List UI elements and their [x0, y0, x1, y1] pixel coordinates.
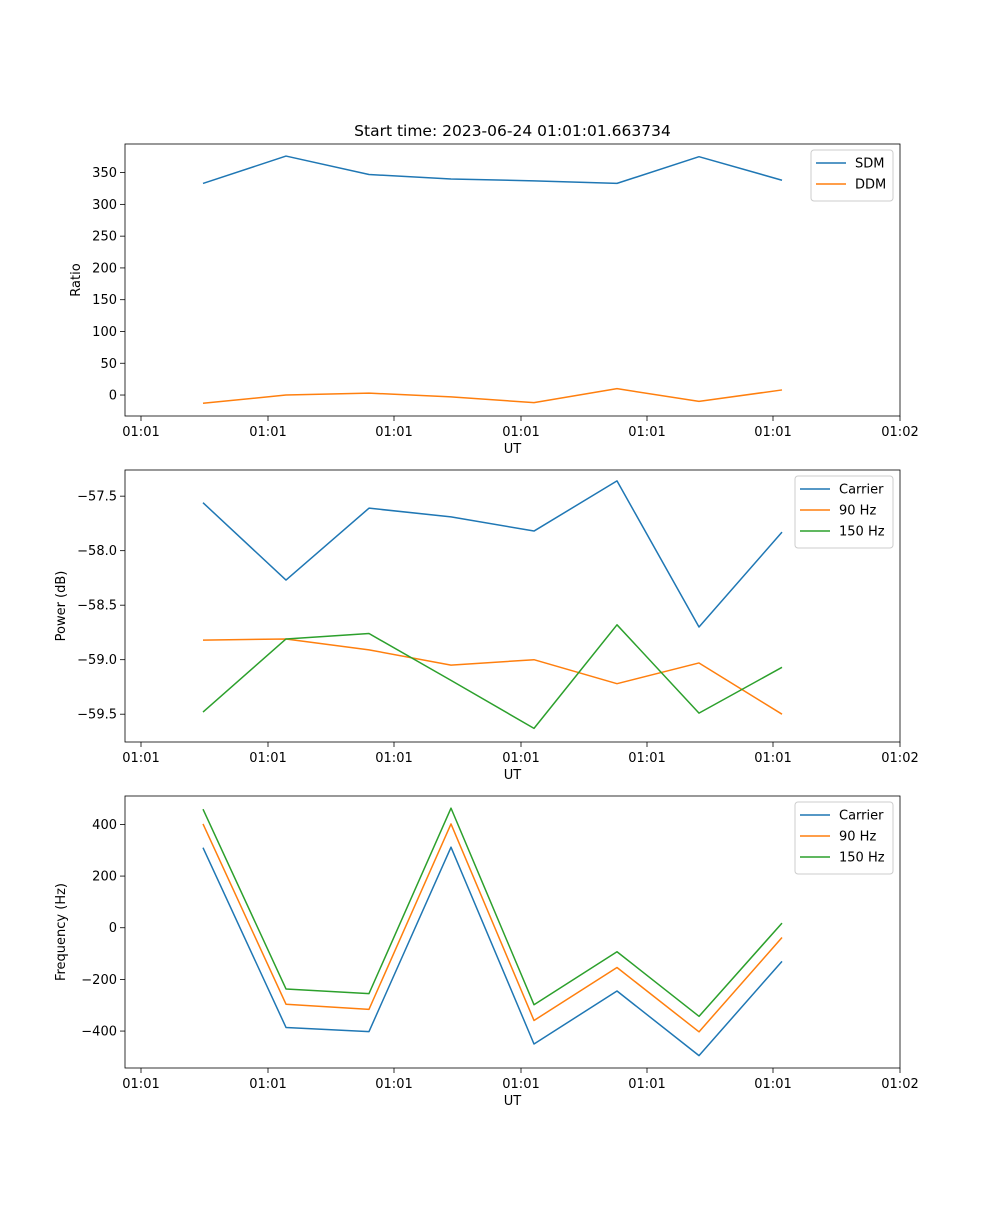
- x-axis-label: UT: [504, 1094, 522, 1109]
- x-tick-label: 01:01: [122, 425, 159, 440]
- chart-panel-1: 01:01 01:01 01:01 01:01 01:01 01:01 01:02 0 50 10…: [69, 143, 919, 457]
- legend-label: Carrier: [839, 809, 884, 824]
- y-tick-label: −400: [81, 1025, 117, 1040]
- series-line-150-hz: [202, 624, 783, 730]
- legend-label: 150 Hz: [839, 851, 885, 866]
- series-line-carrier: [202, 480, 783, 628]
- y-tick-label: 200: [92, 261, 117, 276]
- legend-label: Carrier: [839, 483, 884, 498]
- x-tick-label: 01:01: [502, 1077, 539, 1092]
- series-line-90-hz: [202, 823, 783, 1033]
- x-tick-label: 01:01: [754, 751, 791, 766]
- x-tick-label: 01:01: [375, 1077, 412, 1092]
- x-axis-label: UT: [504, 442, 522, 457]
- series-line-carrier: [202, 846, 783, 1057]
- x-tick-label: 01:01: [122, 751, 159, 766]
- y-tick-label: −200: [81, 973, 117, 988]
- y-tick-label: 400: [92, 818, 117, 833]
- y-tick-label: −58.5: [77, 599, 117, 614]
- x-tick-label: 01:01: [375, 425, 412, 440]
- legend-label: 90 Hz: [839, 830, 876, 845]
- legend-label: DDM: [855, 178, 886, 193]
- y-tick-label: −59.5: [77, 708, 117, 723]
- x-tick-label: 01:01: [375, 751, 412, 766]
- legend: SDM DDM: [810, 149, 894, 202]
- x-tick-label: 01:01: [628, 751, 665, 766]
- series-line-sdm: [202, 155, 783, 185]
- x-tick-label: 01:01: [754, 425, 791, 440]
- y-tick-label: 250: [92, 230, 117, 245]
- axes-frame: [124, 469, 901, 743]
- y-tick-label: 0: [109, 921, 117, 936]
- x-tick-label: 01:01: [502, 425, 539, 440]
- y-tick-label: −58.0: [77, 544, 117, 559]
- legend-label: SDM: [855, 157, 884, 172]
- x-tick-label: 01:01: [122, 1077, 159, 1092]
- legend-box: [794, 475, 894, 549]
- x-axis-label: UT: [504, 768, 522, 783]
- series-line-150-hz: [202, 807, 783, 1018]
- x-tick-label: 01:02: [881, 751, 918, 766]
- legend-box: [794, 801, 894, 875]
- plot-panels: 01:01 01:01 01:01 01:01 01:01 01:01 01:02 0 50 10…: [54, 143, 919, 1109]
- chart-panel-3: 01:01 01:01 01:01 01:01 01:01 01:01 01:02 400 20…: [54, 795, 919, 1109]
- x-tick-label: 01:02: [881, 1077, 918, 1092]
- x-tick-label: 01:01: [249, 425, 286, 440]
- y-tick-label: −57.5: [77, 490, 117, 505]
- figure-title: Start time: 2023-06-24 01:01:01.663734: [354, 122, 671, 140]
- axes-frame: [124, 795, 901, 1069]
- legend: Carrier 90 Hz 150 Hz: [794, 475, 894, 549]
- axes-frame: [124, 143, 901, 417]
- y-tick-label: −59.0: [77, 653, 117, 668]
- y-tick-label: 200: [92, 870, 117, 885]
- y-axis-label: Power (dB): [54, 571, 69, 642]
- x-tick-label: 01:01: [502, 751, 539, 766]
- y-axis-label: Ratio: [69, 263, 84, 296]
- series-line-90-hz: [202, 638, 783, 715]
- y-tick-label: 50: [100, 357, 117, 372]
- x-tick-label: 01:01: [628, 1077, 665, 1092]
- x-tick-label: 01:01: [754, 1077, 791, 1092]
- y-tick-label: 300: [92, 198, 117, 213]
- x-tick-label: 01:01: [249, 751, 286, 766]
- y-axis-label: Frequency (Hz): [54, 883, 69, 981]
- x-tick-label: 01:01: [249, 1077, 286, 1092]
- legend-label: 90 Hz: [839, 504, 876, 519]
- y-tick-label: 350: [92, 166, 117, 181]
- y-tick-label: 0: [109, 389, 117, 404]
- y-tick-label: 100: [92, 325, 117, 340]
- x-tick-label: 01:02: [881, 425, 918, 440]
- legend-label: 150 Hz: [839, 525, 885, 540]
- legend: Carrier 90 Hz 150 Hz: [794, 801, 894, 875]
- series-line-ddm: [202, 387, 783, 405]
- chart-panel-2: 01:01 01:01 01:01 01:01 01:01 01:01 01:02 −57.5…: [54, 469, 919, 783]
- x-tick-label: 01:01: [628, 425, 665, 440]
- y-tick-label: 150: [92, 293, 117, 308]
